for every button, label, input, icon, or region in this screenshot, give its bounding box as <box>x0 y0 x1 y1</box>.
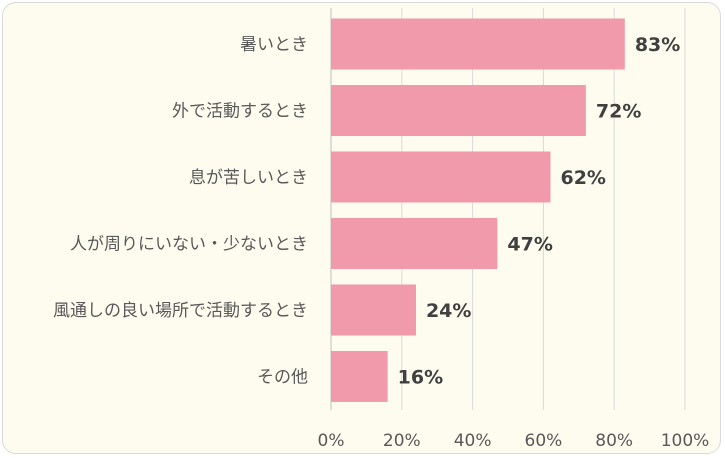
x-tick-label: 60% <box>525 431 563 451</box>
data-label: 62% <box>560 167 605 189</box>
category-label: 外で活動するとき <box>172 102 308 122</box>
bar-5 <box>331 284 416 336</box>
bar-3 <box>331 151 551 203</box>
x-tick-label: 100% <box>661 431 710 451</box>
x-tick-label: 20% <box>383 431 421 451</box>
bars <box>331 18 625 402</box>
data-labels: 83% 72% 62% 47% 24% 16% <box>398 34 681 389</box>
category-labels: 暑いとき外で活動するとき息が苦しいとき人が周りにいない・少ないとき風通しの良い場… <box>53 35 308 388</box>
category-label: 暑いとき <box>240 35 308 55</box>
data-label: 16% <box>398 367 443 389</box>
category-label: 息が苦しいとき <box>189 168 308 188</box>
data-label: 47% <box>507 234 552 256</box>
x-tick-label: 80% <box>595 431 633 451</box>
category-label: その他 <box>257 368 308 388</box>
bar-6 <box>331 351 388 402</box>
gridlines <box>330 8 686 410</box>
data-label: 83% <box>635 34 680 56</box>
category-label: 人が周りにいない・少ないとき <box>70 235 308 255</box>
category-label: 風通しの良い場所で活動するとき <box>53 301 308 321</box>
data-label: 72% <box>596 101 641 123</box>
data-label: 24% <box>426 300 471 322</box>
x-tick-label: 0% <box>318 431 345 451</box>
x-tick-label: 40% <box>454 431 492 451</box>
bar-2 <box>331 85 586 136</box>
x-axis-tick-labels: 0% 20% 40% 60% 80% 100% <box>318 431 710 451</box>
bar-4 <box>331 218 498 269</box>
bar-1 <box>331 18 625 70</box>
